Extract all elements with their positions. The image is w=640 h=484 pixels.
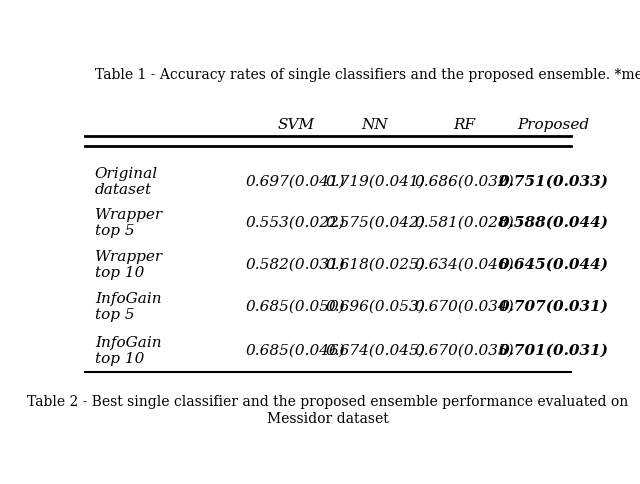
Text: 0.582(0.031): 0.582(0.031) [246,258,346,272]
Text: 0.719(0.041): 0.719(0.041) [325,175,425,189]
Text: 0.751(0.033): 0.751(0.033) [499,175,609,189]
Text: InfoGain
top 10: InfoGain top 10 [95,335,161,366]
Text: 0.674(0.045): 0.674(0.045) [325,344,425,358]
Text: 0.686(0.032): 0.686(0.032) [415,175,515,189]
Text: 0.696(0.053): 0.696(0.053) [325,300,425,314]
Text: 0.670(0.034): 0.670(0.034) [415,300,515,314]
Text: 0.685(0.050): 0.685(0.050) [246,300,346,314]
Text: RF: RF [453,118,476,132]
Text: 0.553(0.022): 0.553(0.022) [246,216,346,230]
Text: Wrapper
top 10: Wrapper top 10 [95,250,162,280]
Text: NN: NN [362,118,388,132]
Text: 0.575(0.042): 0.575(0.042) [325,216,425,230]
Text: 0.697(0.041): 0.697(0.041) [246,175,346,189]
Text: 0.685(0.046): 0.685(0.046) [246,344,346,358]
Text: Wrapper
top 5: Wrapper top 5 [95,208,162,238]
Text: 0.707(0.031): 0.707(0.031) [499,300,609,314]
Text: 0.581(0.028): 0.581(0.028) [415,216,515,230]
Text: SVM: SVM [277,118,314,132]
Text: InfoGain
top 5: InfoGain top 5 [95,292,161,322]
Text: Proposed: Proposed [518,118,589,132]
Text: 0.645(0.044): 0.645(0.044) [499,258,609,272]
Text: 0.618(0.025): 0.618(0.025) [325,258,425,272]
Text: 0.701(0.031): 0.701(0.031) [499,344,609,358]
Text: 0.670(0.035): 0.670(0.035) [415,344,515,358]
Text: Table 1 - Accuracy rates of single classifiers and the proposed ensemble. *mean(: Table 1 - Accuracy rates of single class… [95,67,640,82]
Text: 0.634(0.046): 0.634(0.046) [415,258,515,272]
Text: Original
dataset: Original dataset [95,166,158,197]
Text: 0.588(0.044): 0.588(0.044) [499,216,609,230]
Text: Table 2 - Best single classifier and the proposed ensemble performance evaluated: Table 2 - Best single classifier and the… [28,395,628,425]
